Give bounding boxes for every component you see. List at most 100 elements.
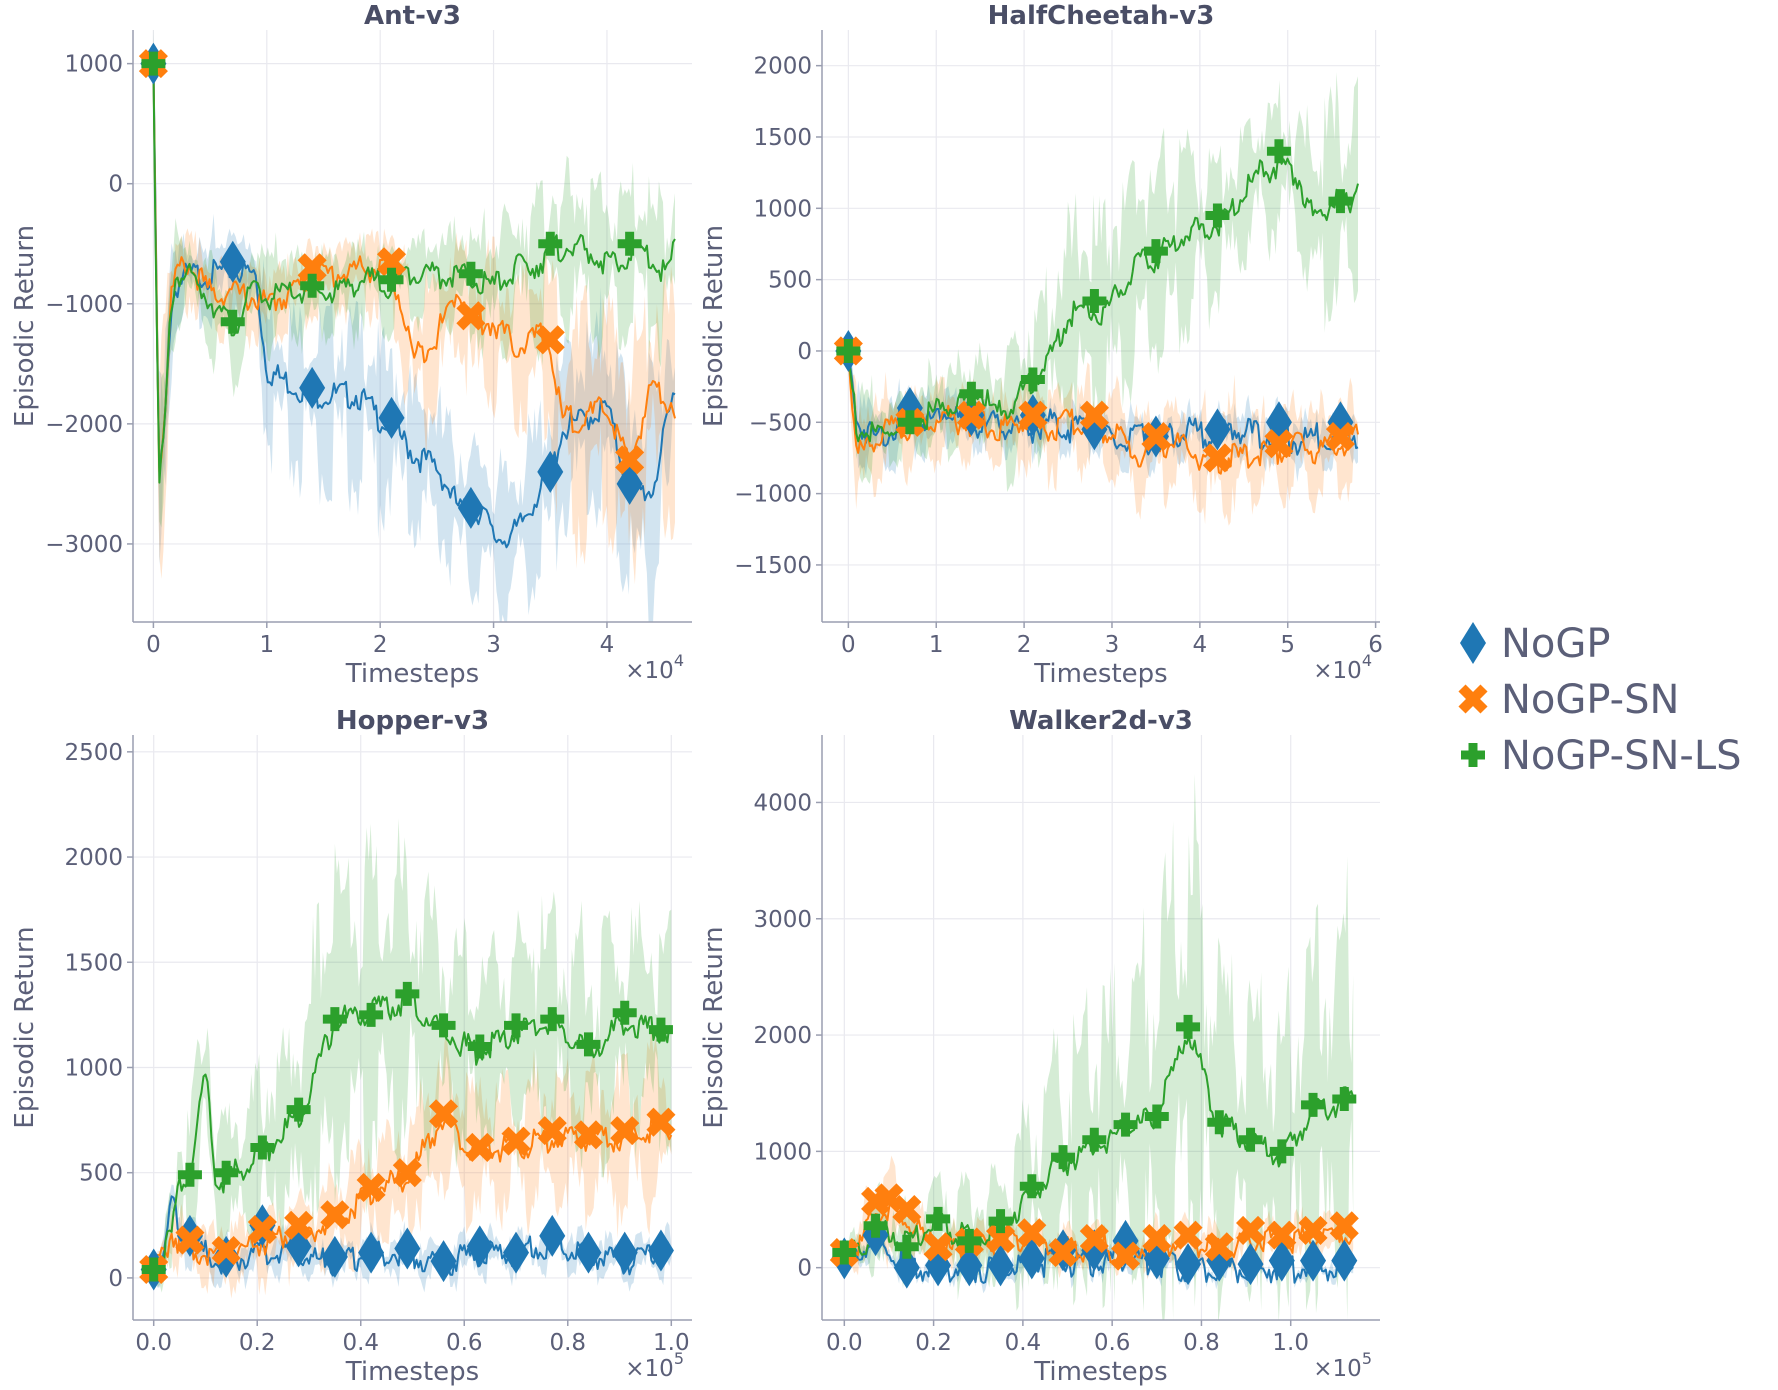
- panel-ant-v3: 0 1 2 3 4 1000 0 −1000 −2000 −3000 Ant-v3 Timesteps…: [10, 1, 692, 689]
- x-tick-label: 0.0: [826, 1330, 863, 1356]
- x-tick-label: 0.4: [1005, 1330, 1042, 1356]
- marker-nogp-sn: [211, 1236, 241, 1266]
- marker-nogp-sn-ls: [250, 1135, 275, 1160]
- y-tick-label: −1000: [45, 292, 123, 318]
- marker-nogp-sn-ls: [576, 1032, 601, 1057]
- marker-nogp-sn: [1173, 1220, 1203, 1250]
- y-tick-label: 500: [79, 1161, 123, 1187]
- y-tick-label: 4000: [753, 790, 812, 816]
- marker-nogp: [430, 1240, 457, 1283]
- marker-nogp-sn-ls: [538, 231, 563, 256]
- marker-nogp-sn: [1111, 1241, 1141, 1271]
- marker-nogp-sn: [573, 1120, 604, 1150]
- marker-nogp-sn-ls: [926, 1206, 951, 1231]
- marker-nogp-sn: [175, 1225, 205, 1255]
- y-tick-label: 3000: [753, 907, 812, 933]
- x-tick-label: 0: [146, 632, 161, 658]
- y-tick-label: 2000: [64, 845, 123, 871]
- marker-nogp-sn: [456, 301, 486, 331]
- x-tick-label: 1.0: [653, 1330, 690, 1356]
- marker-nogp-sn-ls: [286, 1097, 311, 1122]
- marker-nogp: [575, 1231, 602, 1274]
- marker-nogp-sn: [1202, 443, 1232, 473]
- x-exponent: 4: [674, 651, 684, 670]
- marker-nogp: [466, 1225, 493, 1268]
- x-multiplier: ×104: [625, 651, 684, 684]
- marker-nogp: [1268, 1239, 1295, 1282]
- marker-nogp-sn-ls: [141, 1257, 166, 1282]
- marker-nogp-sn-ls: [504, 1013, 529, 1038]
- x-tick-label: 4: [1193, 632, 1208, 658]
- marker-nogp-sn: [1141, 422, 1171, 452]
- marker-nogp: [378, 396, 405, 439]
- marker-nogp-sn: [1329, 1211, 1359, 1241]
- marker-nogp-sn-ls: [467, 1034, 492, 1059]
- marker-nogp: [394, 1227, 421, 1270]
- marker-nogp-sn-ls: [1019, 1174, 1044, 1199]
- marker-nogp-sn: [320, 1200, 350, 1230]
- marker-nogp-sn: [923, 1232, 953, 1262]
- chart-title: Walker2d-v3: [1009, 706, 1193, 736]
- marker-nogp-sn: [1079, 1224, 1109, 1254]
- marker-nogp-sn: [892, 1194, 922, 1225]
- y-tick-label: 1000: [64, 1055, 123, 1081]
- marker-nogp: [321, 1235, 348, 1278]
- legend-label: NoGP-SN: [1501, 677, 1679, 723]
- y-axis-label: Episodic Return: [699, 926, 729, 1128]
- marker-nogp-sn: [610, 1116, 640, 1146]
- x-tick-label: 0.2: [239, 1330, 276, 1356]
- y-tick-label: 0: [108, 172, 123, 198]
- marker-nogp: [503, 1231, 530, 1274]
- marker-nogp-sn-ls: [1144, 1104, 1169, 1129]
- marker-nogp-sn-ls: [359, 1002, 384, 1027]
- x-tick-label: 0.4: [342, 1330, 379, 1356]
- x-tick-label: 1: [259, 632, 274, 658]
- y-tick-label: 0: [108, 1266, 123, 1292]
- marker-nogp-sn: [537, 1116, 567, 1146]
- x-multiplier: ×105: [1313, 1349, 1372, 1382]
- marker-nogp-sn-ls: [220, 309, 245, 334]
- marker-nogp-sn: [247, 1214, 277, 1245]
- marker-nogp-sn: [956, 400, 986, 430]
- marker-nogp-sn-ls: [836, 338, 861, 363]
- x-tick-label: 0.2: [915, 1330, 952, 1356]
- marker-nogp: [219, 240, 246, 283]
- marker-nogp-sn: [1048, 1238, 1078, 1268]
- x-exponent: 5: [1362, 1349, 1372, 1368]
- marker-nogp-sn-ls: [617, 231, 642, 256]
- marker-nogp-sn: [1017, 1218, 1047, 1248]
- x-exponent: 4: [1362, 651, 1372, 670]
- x-exponent: 5: [674, 1349, 684, 1368]
- marker-nogp-sn: [1018, 400, 1048, 430]
- marker-nogp-sn-ls: [1269, 1139, 1294, 1164]
- line-nogp-sn: [152, 63, 676, 473]
- marker-nogp-sn-ls: [957, 1228, 982, 1253]
- marker-nogp-sn: [356, 1172, 386, 1202]
- x-axis-label: Timesteps: [1033, 1357, 1167, 1387]
- marker-nogp-sn-ls: [648, 1017, 673, 1042]
- y-tick-label: −3000: [45, 532, 123, 558]
- chart-title: Hopper-v3: [336, 706, 489, 736]
- legend-item-nogp: NoGP: [1460, 621, 1611, 667]
- marker-nogp-sn-ls: [1082, 289, 1107, 314]
- marker-nogp-sn-ls: [1176, 1014, 1201, 1039]
- marker-nogp-sn: [376, 247, 407, 277]
- legend-item-nogp-sn-ls: NoGP-SN-LS: [1461, 733, 1742, 779]
- band-nogp-sn-ls: [844, 774, 1354, 1320]
- x-tick-label: 3: [486, 632, 501, 658]
- marker-nogp: [611, 1231, 638, 1274]
- marker-nogp-sn-ls: [395, 981, 420, 1006]
- y-tick-label: −2000: [45, 412, 123, 438]
- marker-nogp: [1204, 408, 1231, 451]
- x-axis-label: Timesteps: [345, 659, 479, 689]
- marker-nogp: [539, 1214, 566, 1257]
- marker-nogp-sn-ls: [1207, 1110, 1232, 1135]
- x-tick-label: 0.8: [1183, 1330, 1220, 1356]
- marker-nogp-sn-ls: [1238, 1127, 1263, 1152]
- plot-area: [138, 30, 676, 622]
- marker-nogp-sn: [1236, 1215, 1266, 1245]
- y-tick-label: 1000: [753, 196, 812, 222]
- marker-nogp-sn-ls: [458, 261, 483, 286]
- marker-nogp-sn: [986, 1224, 1016, 1254]
- marker-nogp-sn-ls: [1051, 1145, 1076, 1170]
